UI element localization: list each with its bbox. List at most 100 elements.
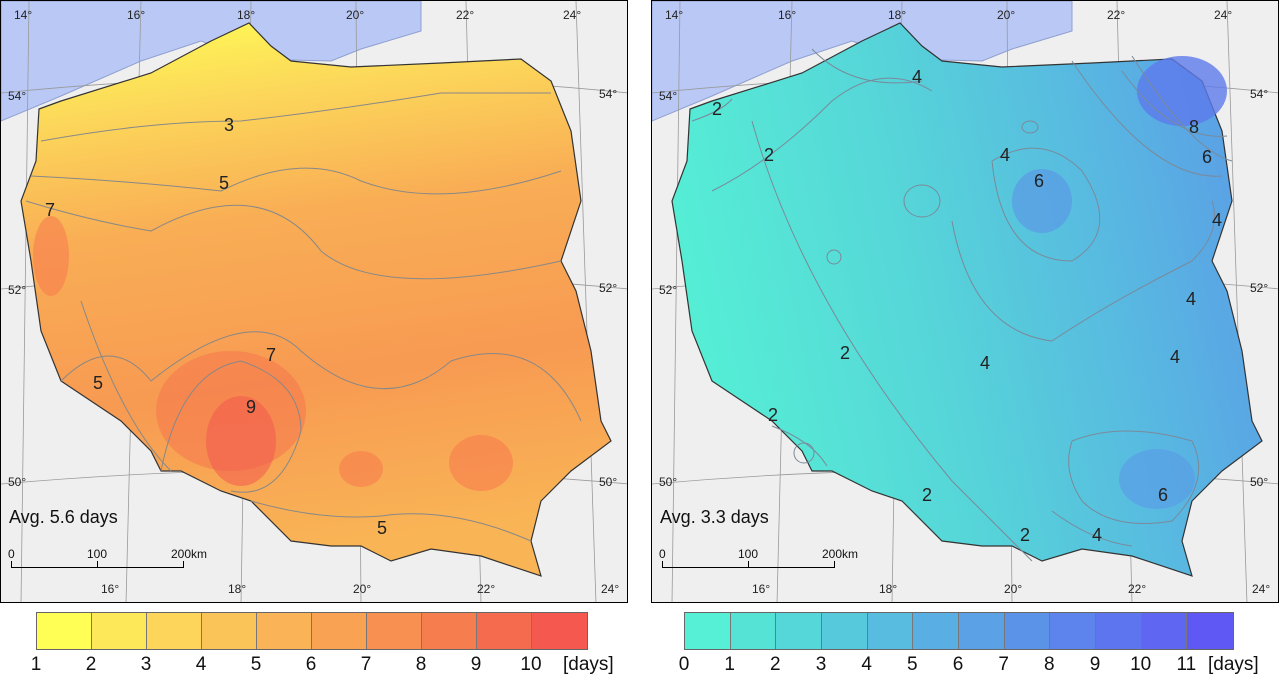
right-legend-unit: [days] [1208, 654, 1259, 675]
legend-number: 2 [770, 654, 781, 675]
legend-number: 2 [85, 654, 97, 675]
scale-label: 200km [822, 547, 859, 561]
isoline-label: 7 [266, 345, 276, 365]
lon-label: 24° [1252, 582, 1271, 596]
lon-label: 18° [237, 8, 256, 22]
legend-swatch [821, 613, 868, 649]
legend-number: 8 [1044, 654, 1055, 675]
isoline-label: 4 [912, 67, 922, 87]
right-map-svg: 2 4 2 6 4 8 6 4 4 2 4 4 2 2 6 2 4 [652, 1, 1278, 602]
isoline-label: 7 [45, 200, 55, 220]
legend-swatch [92, 613, 147, 649]
legend-swatch [1050, 613, 1096, 649]
legend-swatch [367, 613, 422, 649]
lon-label: 14° [14, 8, 33, 22]
legend-swatch [422, 613, 477, 649]
scale-label: 100 [738, 547, 759, 561]
legend-swatch [532, 613, 587, 649]
lon-label: 22° [456, 8, 475, 22]
scale-label: 200km [171, 547, 208, 561]
legend-swatch [685, 613, 731, 649]
scale-bar: 0 100 200km [8, 547, 207, 577]
lon-label: 22° [477, 582, 496, 596]
poland-shape [671, 22, 1263, 577]
lat-label: 50° [599, 475, 618, 489]
lon-label: 14° [665, 8, 684, 22]
legend-swatch [958, 613, 1005, 649]
lat-label: 50° [659, 475, 678, 489]
isoline-label: 5 [377, 518, 387, 538]
isoline-label: 6 [1034, 171, 1044, 191]
legend-swatch [202, 613, 257, 649]
legend-number: 9 [470, 654, 482, 675]
isoline-label: 5 [93, 373, 103, 393]
isoline-label: 4 [1186, 289, 1196, 309]
legend-number: 0 [678, 654, 690, 675]
legend-number: 1 [30, 654, 42, 675]
lon-label: 16° [101, 582, 120, 596]
lat-label: 54° [1250, 87, 1269, 101]
legend-swatch [730, 613, 777, 649]
scale-label: 0 [659, 547, 666, 561]
lon-label: 24° [563, 8, 582, 22]
lon-label: 24° [1214, 8, 1233, 22]
legend-swatch [1004, 613, 1051, 649]
right-map-panel: 2 4 2 6 4 8 6 4 4 2 4 4 2 2 6 2 4 14° 16… [651, 0, 1279, 603]
isoline-label: 9 [246, 397, 256, 417]
lon-label: 16° [127, 8, 146, 22]
scale-label: 0 [8, 547, 15, 561]
legend-number: 9 [1089, 654, 1101, 675]
legend-number: 8 [415, 654, 427, 675]
legend-number: 10 [520, 654, 542, 675]
isoline-label: 6 [1158, 485, 1168, 505]
lat-label: 54° [599, 87, 618, 101]
lon-label: 22° [1107, 8, 1126, 22]
legend-number: 11 [1176, 654, 1197, 675]
scale-label: 100 [87, 547, 108, 561]
scale-bar: 0 100 200km [659, 547, 858, 577]
lat-label: 50° [8, 475, 27, 489]
isoline-label: 4 [1170, 347, 1180, 367]
left-color-legend [36, 612, 588, 650]
legend-number: 4 [195, 654, 207, 675]
legend-swatch [37, 613, 92, 649]
left-isolines [25, 92, 582, 542]
lon-label: 18° [888, 8, 907, 22]
lon-label: 20° [346, 8, 365, 22]
isoline-label: 4 [980, 353, 990, 373]
lat-label: 52° [1250, 281, 1269, 295]
legend-swatch [477, 613, 532, 649]
lon-label: 24° [601, 582, 620, 596]
isoline-label: 2 [922, 485, 932, 505]
legend-number: 5 [907, 654, 918, 675]
average-label: Avg. 5.6 days [9, 507, 118, 527]
legend-number: 3 [815, 654, 827, 675]
legend-swatch [312, 613, 367, 649]
average-label: Avg. 3.3 days [660, 507, 769, 527]
left-map-svg: 3 5 7 7 9 5 5 [1, 1, 627, 602]
legend-swatch [867, 613, 914, 649]
isoline-label: 6 [1202, 147, 1212, 167]
lon-label: 18° [228, 582, 247, 596]
left-legend-unit: [days] [563, 654, 614, 675]
lat-label: 50° [1250, 475, 1269, 489]
legend-swatch [1095, 613, 1142, 649]
lat-label: 54° [8, 89, 27, 103]
lat-label: 52° [659, 283, 678, 297]
isoline-label: 2 [840, 343, 850, 363]
lon-label: 20° [353, 582, 372, 596]
lon-label: 18° [879, 582, 898, 596]
legend-number: 7 [998, 654, 1009, 675]
left-map-panel: 3 5 7 7 9 5 5 14° 16° 18° 20° 22° 24° 16… [0, 0, 628, 603]
legend-number: 7 [360, 654, 372, 675]
lat-label: 52° [8, 283, 27, 297]
legend-swatch [147, 613, 202, 649]
isoline-label: 2 [712, 99, 722, 119]
isoline-label: 4 [1212, 210, 1222, 230]
lon-label: 20° [997, 8, 1016, 22]
lon-label: 16° [778, 8, 797, 22]
isoline-label: 2 [1020, 525, 1030, 545]
isoline-label: 8 [1189, 117, 1199, 137]
legend-number: 5 [250, 654, 262, 675]
legend-number: 1 [724, 654, 735, 675]
